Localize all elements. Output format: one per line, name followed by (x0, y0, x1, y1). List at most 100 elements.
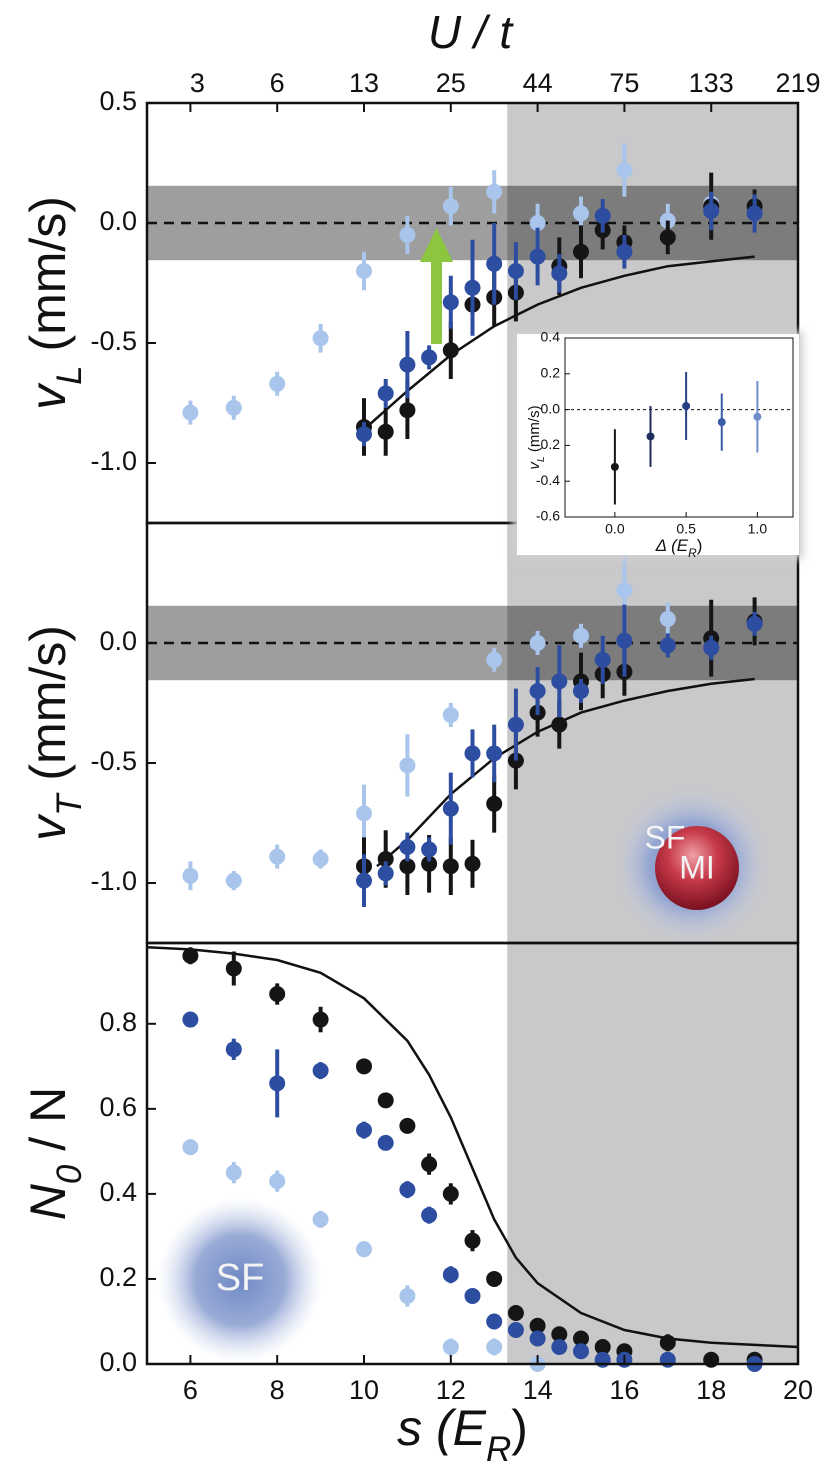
data-point (377, 1092, 394, 1109)
data-point (573, 683, 589, 699)
data-point (573, 1330, 589, 1347)
data-point (269, 375, 286, 392)
data-point (421, 841, 438, 858)
data-point (594, 1351, 611, 1368)
label-subscript: T (50, 792, 89, 816)
data-point (659, 611, 676, 627)
label-part: Δ (E (655, 536, 689, 555)
x-tick-label: 6 (183, 1375, 198, 1405)
data-point (225, 399, 242, 416)
data-point (594, 651, 611, 668)
data-point (486, 1338, 503, 1355)
data-point (269, 848, 286, 865)
data-point (399, 1117, 416, 1134)
data-point (486, 745, 503, 762)
top-tick-label: 25 (436, 68, 466, 98)
data-point (377, 865, 394, 882)
label-part: ) (511, 1400, 528, 1456)
phase-label: SF (645, 819, 686, 855)
background-layer (147, 103, 798, 1364)
data-point (646, 432, 655, 441)
data-point (746, 615, 763, 632)
data-point (442, 1266, 459, 1283)
x-tick-label: 0.5 (676, 521, 696, 537)
data-point (399, 757, 416, 774)
data-point (507, 716, 524, 733)
x-tick-label: 20 (783, 1375, 813, 1405)
x-tick-label: 16 (609, 1375, 639, 1405)
data-point (182, 867, 199, 884)
data-point (616, 582, 633, 599)
top-tick-label: 219 (775, 68, 820, 98)
data-point (442, 294, 459, 311)
x-tick-label: 0.0 (605, 521, 625, 537)
data-point (529, 635, 546, 651)
label-part: (mm/s) (20, 196, 76, 365)
data-point (507, 1321, 524, 1338)
data-point (703, 203, 720, 219)
label-part: / N (20, 1087, 76, 1165)
top-tick-label: 13 (349, 68, 379, 98)
data-point (421, 855, 438, 872)
data-point (442, 342, 459, 359)
data-point (356, 1241, 372, 1258)
data-point (269, 1075, 286, 1092)
data-point (225, 872, 242, 889)
data-point (269, 986, 286, 1003)
label-part: (mm/s) (20, 625, 76, 794)
green-arrow (420, 228, 453, 344)
data-point (377, 851, 394, 867)
data-point (225, 1041, 242, 1058)
y-tick-label: 0.0 (541, 400, 561, 416)
label-part: (mm/s) (526, 405, 543, 456)
y-tick-label: 0.4 (541, 329, 561, 345)
data-point (594, 1338, 611, 1355)
data-point (753, 412, 762, 421)
data-point (616, 632, 633, 649)
data-point (312, 1211, 329, 1228)
y-axis-label: vL (mm/s) (526, 405, 547, 469)
data-point (464, 1232, 481, 1249)
label-subscript: 0 (50, 1164, 89, 1184)
data-point (529, 1330, 546, 1347)
data-point (225, 960, 242, 977)
y-tick-label: 0.8 (99, 1007, 137, 1037)
data-point (616, 243, 633, 260)
data-point (464, 745, 481, 762)
y-tick-label: -1.0 (90, 866, 137, 896)
data-point (746, 205, 763, 222)
data-point (377, 423, 394, 440)
data-point (312, 330, 329, 347)
data-point (682, 402, 691, 411)
y-tick-label: 0.0 (99, 206, 137, 236)
y-tick-label: 0.4 (99, 1177, 137, 1207)
label-part: v (526, 461, 543, 470)
x-axis-label: Δ (ER) (655, 536, 703, 560)
y-tick-label: 0.2 (99, 1262, 137, 1292)
data-point (594, 207, 611, 224)
top-axis-label: U / t (428, 6, 515, 58)
data-point (486, 1313, 503, 1330)
y-tick-label: -0.2 (536, 436, 560, 452)
x-tick-label: 10 (349, 1375, 379, 1405)
data-point (616, 162, 633, 179)
data-point (551, 1338, 568, 1355)
x-tick-label: 18 (696, 1375, 726, 1405)
label-part: N (20, 1183, 76, 1220)
y-tick-label: -0.6 (536, 508, 560, 524)
data-point (312, 1011, 329, 1028)
data-point (399, 1287, 416, 1304)
data-point (399, 1181, 416, 1198)
data-point (442, 198, 459, 215)
data-point (421, 1156, 438, 1173)
data-point (182, 404, 199, 421)
mi-core (655, 826, 739, 910)
y-tick-label: -0.4 (536, 472, 560, 488)
data-point (659, 637, 676, 654)
label-part: v (20, 382, 76, 410)
data-point (551, 1326, 568, 1343)
y-tick-label: 0.5 (99, 86, 137, 116)
data-point (659, 1351, 676, 1368)
data-point (464, 1287, 481, 1304)
